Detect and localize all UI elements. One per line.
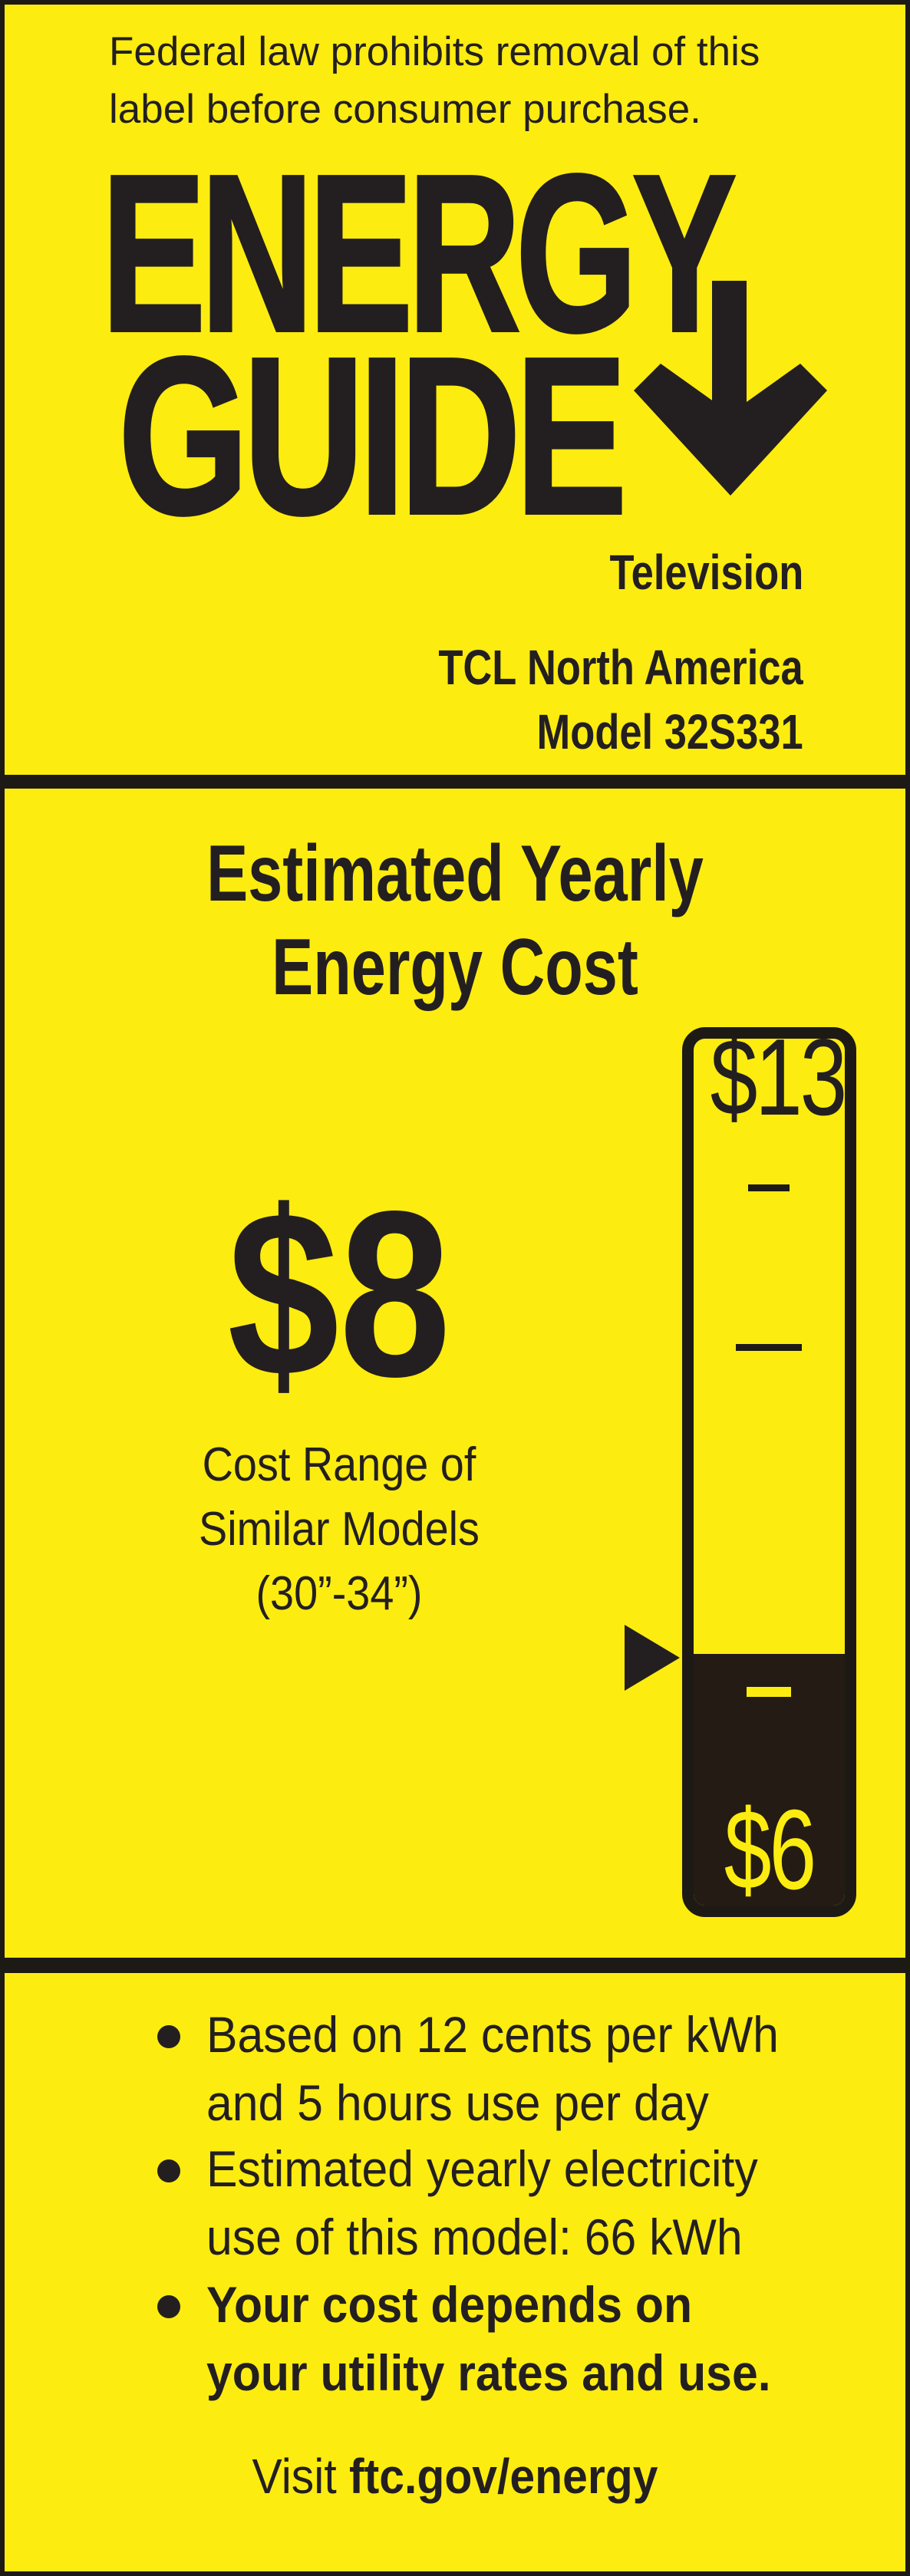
estimated-cost-value: $8 (227, 1162, 451, 1426)
section-heading-line2: Energy Cost (272, 923, 638, 1012)
legal-notice: Federal law prohibits removal of this la… (109, 23, 760, 138)
cost-range-caption: Cost Range of Similar Models (30”-34”) (199, 1433, 480, 1626)
scale-tick-upper (748, 1184, 790, 1191)
footer-visit-line: Visit ftc.gov/energy (41, 2447, 869, 2506)
footnote2-line2: use of this model: 66 kWh (206, 2209, 743, 2265)
footnote1-line1: Based on 12 cents per kWh (206, 2006, 779, 2063)
cost-pointer-icon (625, 1625, 680, 1691)
scale-max-label: $13 (710, 1027, 846, 1138)
footnote-item: Estimated yearly electricity use of this… (157, 2135, 806, 2271)
scale-tick-middle (736, 1344, 802, 1351)
logo-energy-word: ENERGY (101, 128, 738, 378)
down-arrow-icon (634, 281, 827, 496)
ftc-energy-url: ftc.gov/energy (349, 2449, 658, 2504)
legal-notice-line2: label before consumer purchase. (109, 87, 701, 132)
bullet-icon (157, 2295, 180, 2318)
footnote-item: Your cost depends on your utility rates … (157, 2271, 820, 2407)
product-type: Television (609, 545, 803, 600)
section-divider-bottom (5, 1958, 905, 1973)
footnote-item: Based on 12 cents per kWh and 5 hours us… (157, 2001, 829, 2137)
bullet-icon (157, 2025, 180, 2048)
scale-min-label: $6 (724, 1787, 816, 1913)
model-number: Model 32S331 (536, 704, 803, 759)
footnote1-line2: and 5 hours use per day (206, 2074, 709, 2131)
cost-range-caption-line1: Cost Range of (202, 1438, 476, 1491)
footnote-text: Your cost depends on your utility rates … (206, 2271, 771, 2407)
legal-notice-line1: Federal law prohibits removal of this (109, 29, 760, 74)
cost-range-caption-line3: (30”-34”) (256, 1567, 423, 1620)
footnote3-line1: Your cost depends on (206, 2276, 693, 2333)
bullet-icon (157, 2159, 180, 2182)
footnote2-line1: Estimated yearly electricity (206, 2140, 758, 2197)
footnote3-line2: your utility rates and use. (206, 2344, 771, 2401)
footnote-text: Based on 12 cents per kWh and 5 hours us… (206, 2001, 779, 2137)
section-divider-top (5, 775, 905, 789)
manufacturer-name: TCL North America (438, 640, 803, 695)
scale-tick-lower (747, 1687, 791, 1697)
cost-range-scale: $13 $6 (682, 1027, 856, 1917)
footnote-text: Estimated yearly electricity use of this… (206, 2135, 758, 2271)
section-heading: Estimated Yearly Energy Cost (104, 827, 806, 1014)
footer-visit-prefix: Visit (252, 2449, 337, 2504)
manufacturer-model-block: TCL North America Model 32S331 (439, 635, 803, 764)
logo-guide-word: GUIDE (117, 311, 629, 561)
section-heading-line1: Estimated Yearly (206, 829, 704, 918)
cost-range-caption-line2: Similar Models (199, 1503, 480, 1556)
